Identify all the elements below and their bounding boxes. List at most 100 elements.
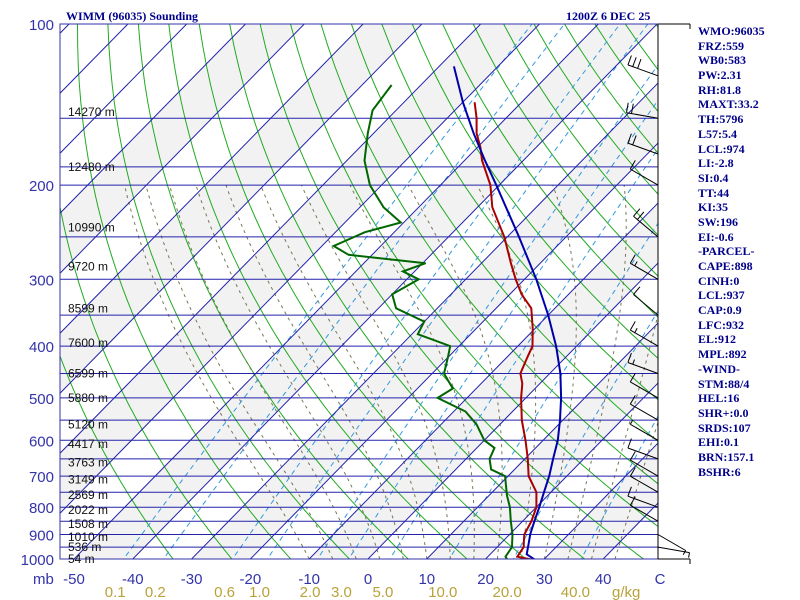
mixing-ratio-tick-label: 40.0 — [561, 584, 590, 600]
mixing-ratio-tick-label: 20.0 — [492, 584, 521, 600]
height-label: 2569 m — [68, 488, 108, 502]
wind-barb — [657, 546, 690, 558]
isotherm-line — [60, 24, 188, 154]
isotherm-line — [249, 142, 658, 559]
wind-barb — [629, 451, 659, 477]
mixing-ratio-line — [512, 309, 658, 559]
height-label: 54 m — [68, 552, 95, 566]
index-item: FRZ:559 — [698, 38, 744, 53]
height-label: 7600 m — [68, 336, 108, 350]
mixing-ratio-tick-label: 0.2 — [145, 584, 166, 600]
isotherm-line — [73, 24, 599, 559]
temperature-tick-label: -10 — [298, 571, 320, 588]
temperature-tick-label: -40 — [122, 571, 144, 588]
height-label: 5880 m — [68, 391, 108, 405]
pressure-tick-label: 300 — [29, 272, 54, 289]
pressure-tick-label: 100 — [29, 17, 54, 34]
index-item: SRDS:107 — [698, 420, 751, 435]
wind-barb — [629, 419, 659, 441]
isotherm-line — [60, 24, 423, 394]
height-label: 2022 m — [68, 503, 108, 517]
index-item: SHR+:0.0 — [698, 405, 749, 420]
wind-barb — [658, 558, 691, 564]
moist-adiabat — [124, 184, 310, 559]
temperature-tick-label: -30 — [181, 571, 203, 588]
index-item: HEL:16 — [698, 391, 740, 406]
temperature-tick-label: 20 — [477, 571, 494, 588]
index-item: WMO:96035 — [698, 24, 765, 38]
height-label: 10990 m — [68, 220, 115, 234]
height-label: 9720 m — [68, 260, 108, 274]
height-label: 3763 m — [68, 456, 108, 470]
wind-barb — [627, 352, 659, 374]
wind-barb — [627, 438, 659, 460]
index-item: MPL:892 — [698, 347, 747, 362]
dewpoint-trace — [331, 84, 514, 559]
wind-barb — [629, 467, 659, 493]
wind-barb — [658, 23, 691, 29]
height-label: 6599 m — [68, 367, 108, 381]
station-title: WIMM (96035) Sounding — [66, 9, 199, 23]
isotherm-line — [60, 24, 364, 334]
index-item: LCL:974 — [698, 141, 745, 156]
index-item: KI:35 — [698, 200, 728, 215]
isotherm-line — [60, 24, 541, 514]
index-item: CAP:0.9 — [698, 303, 742, 318]
height-label: 4417 m — [68, 437, 108, 451]
wind-barb — [629, 160, 659, 186]
isotherm-line — [367, 262, 658, 559]
mixing-ratio-tick-label: 3.0 — [331, 584, 352, 600]
wind-barb — [627, 55, 659, 77]
moist-adiabat — [567, 185, 627, 559]
mixing-ratio-tick-label: 1.0 — [249, 584, 270, 600]
wind-barb — [627, 486, 659, 508]
index-item: RH:81.8 — [698, 82, 741, 97]
index-item: TH:5796 — [698, 112, 744, 127]
pressure-tick-label: 1000 — [21, 552, 54, 569]
height-label: 1010 m — [68, 530, 108, 544]
temperature-tick-label: -50 — [63, 571, 85, 588]
mixing-ratio-tick-label: 10.0 — [428, 584, 457, 600]
mixing-ratio-tick-label: 0.1 — [105, 584, 126, 600]
index-item: SW:196 — [698, 214, 739, 229]
dry-adiabat — [60, 354, 174, 559]
wind-barb — [626, 102, 659, 119]
wind-barb — [627, 133, 659, 155]
pressure-tick-label: 200 — [29, 178, 54, 195]
index-item: BSHR:6 — [698, 464, 741, 479]
mixing-ratio-tick-label: 0.6 — [214, 584, 235, 600]
wind-barb — [629, 373, 659, 399]
pressure-tick-label: 700 — [29, 469, 54, 486]
mixing-ratio-tick-label: 2.0 — [300, 584, 321, 600]
index-item: LFC:932 — [698, 317, 744, 332]
isotherm-line — [484, 382, 658, 559]
pressure-tick-label: 500 — [29, 391, 54, 408]
isotherm-line — [190, 82, 658, 559]
pressure-tick-label: 600 — [29, 433, 54, 450]
wind-barb — [629, 395, 659, 421]
temperature-tick-label: C — [655, 571, 666, 588]
wind-barb — [629, 496, 659, 522]
temperature-tick-label: 30 — [536, 571, 553, 588]
wind-barbs — [626, 23, 691, 564]
sounding-traces — [331, 66, 563, 559]
index-item: WB0:583 — [698, 53, 746, 68]
shade-band — [73, 24, 658, 559]
isotherm-line — [60, 24, 305, 274]
moist-adiabat — [195, 184, 381, 559]
index-item: EL:912 — [698, 332, 737, 347]
isotherm-line — [60, 24, 247, 214]
index-item: BRN:157.1 — [698, 449, 755, 464]
isotherm-line — [426, 322, 658, 559]
index-item: CINH:0 — [698, 273, 740, 288]
mixing-ratio-tick-label: 5.0 — [372, 584, 393, 600]
wind-barb — [657, 534, 687, 556]
moist-adiabat — [407, 184, 503, 559]
parcel-trace — [452, 66, 563, 559]
isotherms — [60, 24, 658, 559]
temperature-tick-label: 40 — [595, 571, 612, 588]
pressure-tick-label: 400 — [29, 339, 54, 356]
wind-barb — [629, 254, 659, 280]
isotherm-line — [132, 24, 658, 559]
